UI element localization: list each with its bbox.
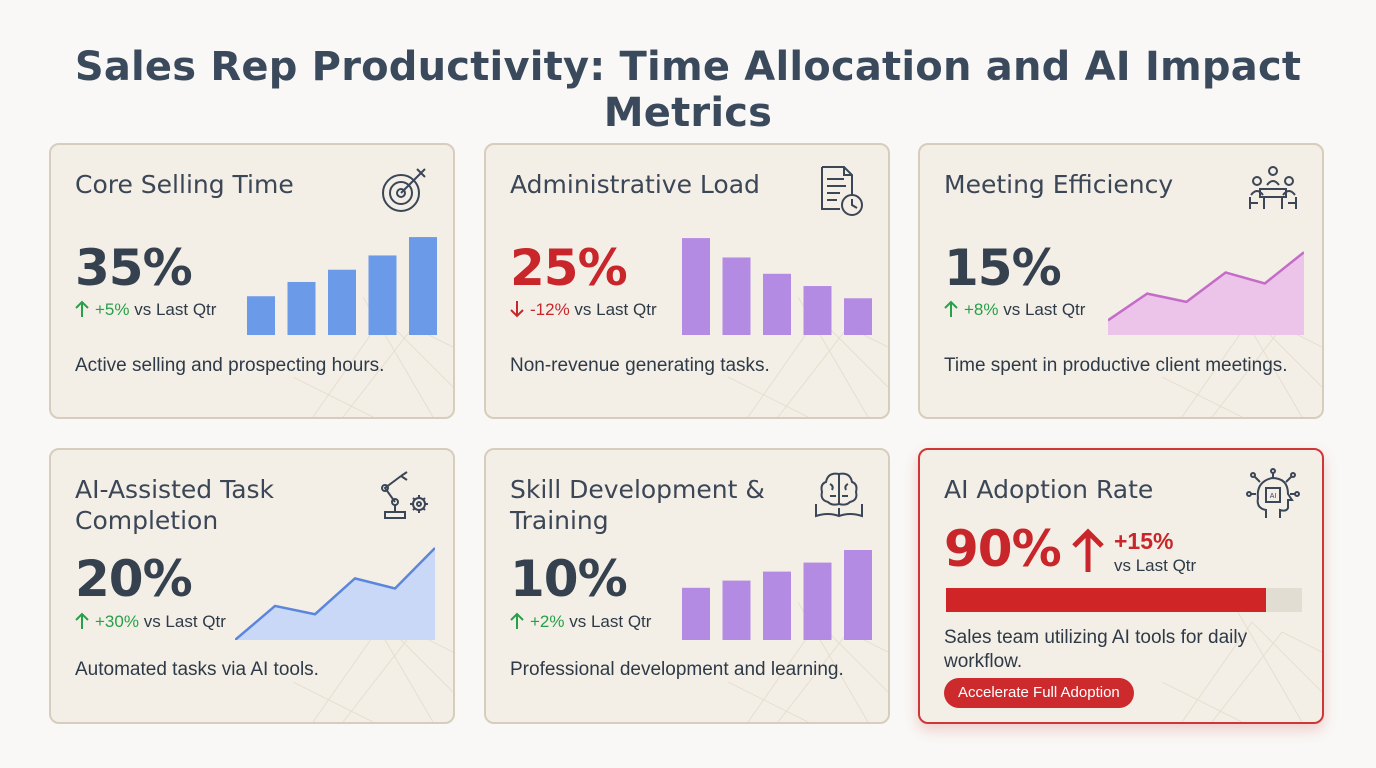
card-description: Non-revenue generating tasks. [510,355,770,376]
ai-chip-head-icon: AI [1246,468,1300,518]
chart-line [235,547,435,640]
arrow-up-icon [75,300,89,317]
card-title: Skill Development & Training [510,475,765,535]
delta-compare: vs Last Qtr [143,612,226,631]
delta-percent: +15% [1114,528,1174,554]
delta-text: -12% vs Last Qtr [510,300,657,320]
delta-percent: +30% [95,612,139,631]
delta-percent: +5% [95,300,130,319]
chart-bar [844,550,872,640]
page-title: Sales Rep Productivity: Time Allocation … [74,44,1302,136]
chart-line [1108,251,1304,322]
arrow-down-icon [510,301,524,318]
card-description: Automated tasks via AI tools. [75,659,319,680]
card-description: Sales team utilizing AI tools for daily … [944,627,1248,672]
bar-chart [682,550,872,640]
delta-compare: vs Last Qtr [1003,300,1086,319]
card-skill-development: Skill Development & Training 10% +2% vs … [484,448,890,724]
metric-value: 15% [944,239,1062,297]
metric-value: 20% [75,550,193,608]
card-administrative-load: Administrative Load 25% -12% vs Last Qtr… [484,143,890,419]
delta-percent: -12% [530,300,570,319]
adoption-progress-fill [946,588,1267,612]
arrow-up-icon [510,612,524,629]
card-title: Core Selling Time [75,170,294,199]
card-description: Time spent in productive client meetings… [944,355,1288,376]
chart-bar [722,580,751,640]
chart-bar [682,238,710,335]
svg-text:AI: AI [1270,493,1277,500]
card-meeting-efficiency: Meeting Efficiency 15% +8% vs Last Qtr T… [918,143,1324,419]
metric-value: 90% [944,520,1062,578]
chart-bar [763,571,791,640]
arrow-up-icon [944,300,958,317]
delta-compare: vs Last Qtr [574,300,657,319]
chart-bar [844,298,872,335]
meeting-table-icon [1249,166,1297,209]
delta-compare: vs Last Qtr [569,612,652,631]
chart-bar [682,587,710,640]
delta-percent: +2% [530,612,565,631]
delta-percent: +8% [964,300,999,319]
card-title: AI-Assisted Task Completion [75,475,275,535]
card-description: Active selling and prospecting hours. [75,355,385,376]
chart-bar [368,255,397,335]
arrow-up-icon [75,612,89,629]
delta-compare: vs Last Qtr [1114,556,1197,575]
bar-chart [682,238,872,335]
card-ai-assisted-task-completion: AI-Assisted Task Completion 20% +30% vs … [49,448,455,724]
area-chart [1108,251,1304,335]
area-chart [235,547,435,640]
chart-bar [409,237,437,335]
card-title: AI Adoption Rate [944,475,1154,504]
chart-bar [803,286,832,335]
chart-bar [287,281,316,335]
card-description: Professional development and learning. [510,659,844,680]
target-icon [382,168,426,212]
decorative-lines [1162,602,1322,722]
delta-text: +5% vs Last Qtr [75,300,216,320]
delta-compare: vs Last Qtr [134,300,217,319]
chart-area [1108,252,1304,335]
chart-bar [328,269,356,335]
card-ai-adoption-rate: AI Adoption Rate AI 90% +15% vs Last Qtr… [918,448,1324,724]
accelerate-adoption-button[interactable]: Accelerate Full Adoption [944,678,1134,708]
card-core-selling-time: Core Selling Time 35% +5% vs Last Qtr Ac… [49,143,455,419]
delta-text: +8% vs Last Qtr [944,300,1085,320]
delta-text: +2% vs Last Qtr [510,612,651,632]
bar-chart [247,237,437,335]
arrow-up-icon [1072,528,1104,572]
metric-value: 10% [510,550,628,608]
robot-arm-gear-icon [381,471,428,519]
chart-bar [722,257,751,335]
metric-value: 35% [75,239,193,297]
chart-bar [763,273,791,335]
delta-text: +30% vs Last Qtr [75,612,226,632]
chart-area [235,548,435,640]
card-title: Meeting Efficiency [944,170,1174,199]
brain-book-icon [815,472,863,518]
adoption-progress-bar [946,588,1302,612]
chart-bar [247,296,275,335]
document-clock-icon [821,166,863,216]
card-title: Administrative Load [510,170,760,199]
chart-bar [803,562,832,640]
metric-value: 25% [510,239,628,297]
